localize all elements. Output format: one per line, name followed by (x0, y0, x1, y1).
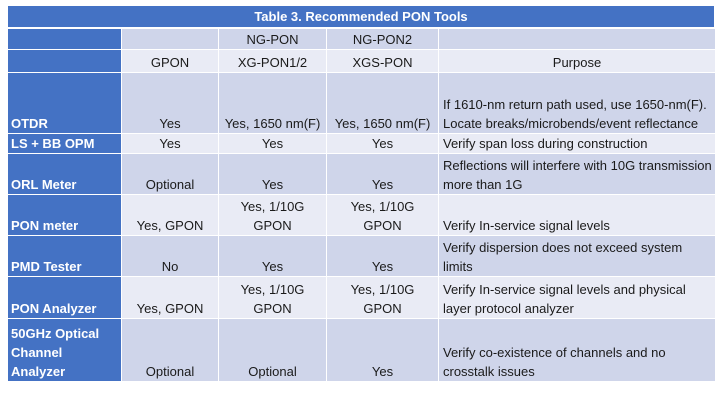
header-xgspon: XGS-PON (327, 50, 438, 72)
purpose-cell: Verify In-service signal levels and phys… (439, 277, 715, 318)
xgspon-cell: Yes (327, 154, 438, 194)
xgspon-cell: Yes (327, 134, 438, 153)
xgspon-cell: Yes, 1/10G GPON (327, 195, 438, 235)
purpose-cell: If 1610-nm return path used, use 1650-nm… (439, 73, 715, 133)
xgpon-cell: Yes (219, 134, 326, 153)
table-row: LS + BB OPM Yes Yes Yes Verify span loss… (8, 134, 715, 153)
xgspon-cell: Yes, 1650 nm(F) (327, 73, 438, 133)
purpose-cell: Reflections will interfere with 10G tran… (439, 154, 715, 194)
gpon-cell: Yes, GPON (122, 195, 218, 235)
pon-tools-table-container: Table 3. Recommended PON Tools NG-PON NG… (7, 6, 716, 382)
gpon-cell: Yes (122, 134, 218, 153)
table-row: PON meter Yes, GPON Yes, 1/10G GPON Yes,… (8, 195, 715, 235)
header-top-ngpon2: NG-PON2 (327, 29, 438, 49)
xgpon-cell: Yes (219, 236, 326, 276)
header-corner-top (8, 29, 121, 49)
xgpon-cell: Yes, 1650 nm(F) (219, 73, 326, 133)
purpose-cell: Verify span loss during construction (439, 134, 715, 153)
tool-name: PON meter (8, 195, 121, 235)
header-gpon: GPON (122, 50, 218, 72)
header-row-bottom: GPON XG-PON1/2 XGS-PON Purpose (8, 50, 715, 72)
tool-name: 50GHz Optical Channel Analyzer (8, 319, 121, 381)
table-row: 50GHz Optical Channel Analyzer Optional … (8, 319, 715, 381)
gpon-cell: No (122, 236, 218, 276)
xgpon-cell: Yes (219, 154, 326, 194)
table-row: ORL Meter Optional Yes Yes Reflections w… (8, 154, 715, 194)
table-row: OTDR Yes Yes, 1650 nm(F) Yes, 1650 nm(F)… (8, 73, 715, 133)
purpose-cell: Verify dispersion does not exceed system… (439, 236, 715, 276)
tool-name: OTDR (8, 73, 121, 133)
xgpon-cell: Yes, 1/10G GPON (219, 195, 326, 235)
table-title: Table 3. Recommended PON Tools (8, 6, 714, 27)
header-xgpon: XG-PON1/2 (219, 50, 326, 72)
gpon-cell: Optional (122, 154, 218, 194)
xgspon-cell: Yes, 1/10G GPON (327, 277, 438, 318)
gpon-cell: Yes, GPON (122, 277, 218, 318)
table-row: PON Analyzer Yes, GPON Yes, 1/10G GPON Y… (8, 277, 715, 318)
tool-name: PMD Tester (8, 236, 121, 276)
pon-tools-table: NG-PON NG-PON2 GPON XG-PON1/2 XGS-PON Pu… (7, 28, 716, 382)
header-top-ngpon: NG-PON (219, 29, 326, 49)
xgspon-cell: Yes (327, 236, 438, 276)
tool-name: ORL Meter (8, 154, 121, 194)
gpon-cell: Optional (122, 319, 218, 381)
xgspon-cell: Yes (327, 319, 438, 381)
table-row: PMD Tester No Yes Yes Verify dispersion … (8, 236, 715, 276)
xgpon-cell: Yes, 1/10G GPON (219, 277, 326, 318)
header-purpose: Purpose (439, 50, 715, 72)
xgpon-cell: Optional (219, 319, 326, 381)
tool-name: PON Analyzer (8, 277, 121, 318)
gpon-cell: Yes (122, 73, 218, 133)
tool-name: LS + BB OPM (8, 134, 121, 153)
purpose-cell: Verify In-service signal levels (439, 195, 715, 235)
header-top-gpon (122, 29, 218, 49)
header-corner-bottom (8, 50, 121, 72)
header-top-purpose (439, 29, 715, 49)
purpose-cell: Verify co-existence of channels and no c… (439, 319, 715, 381)
header-row-top: NG-PON NG-PON2 (8, 29, 715, 49)
